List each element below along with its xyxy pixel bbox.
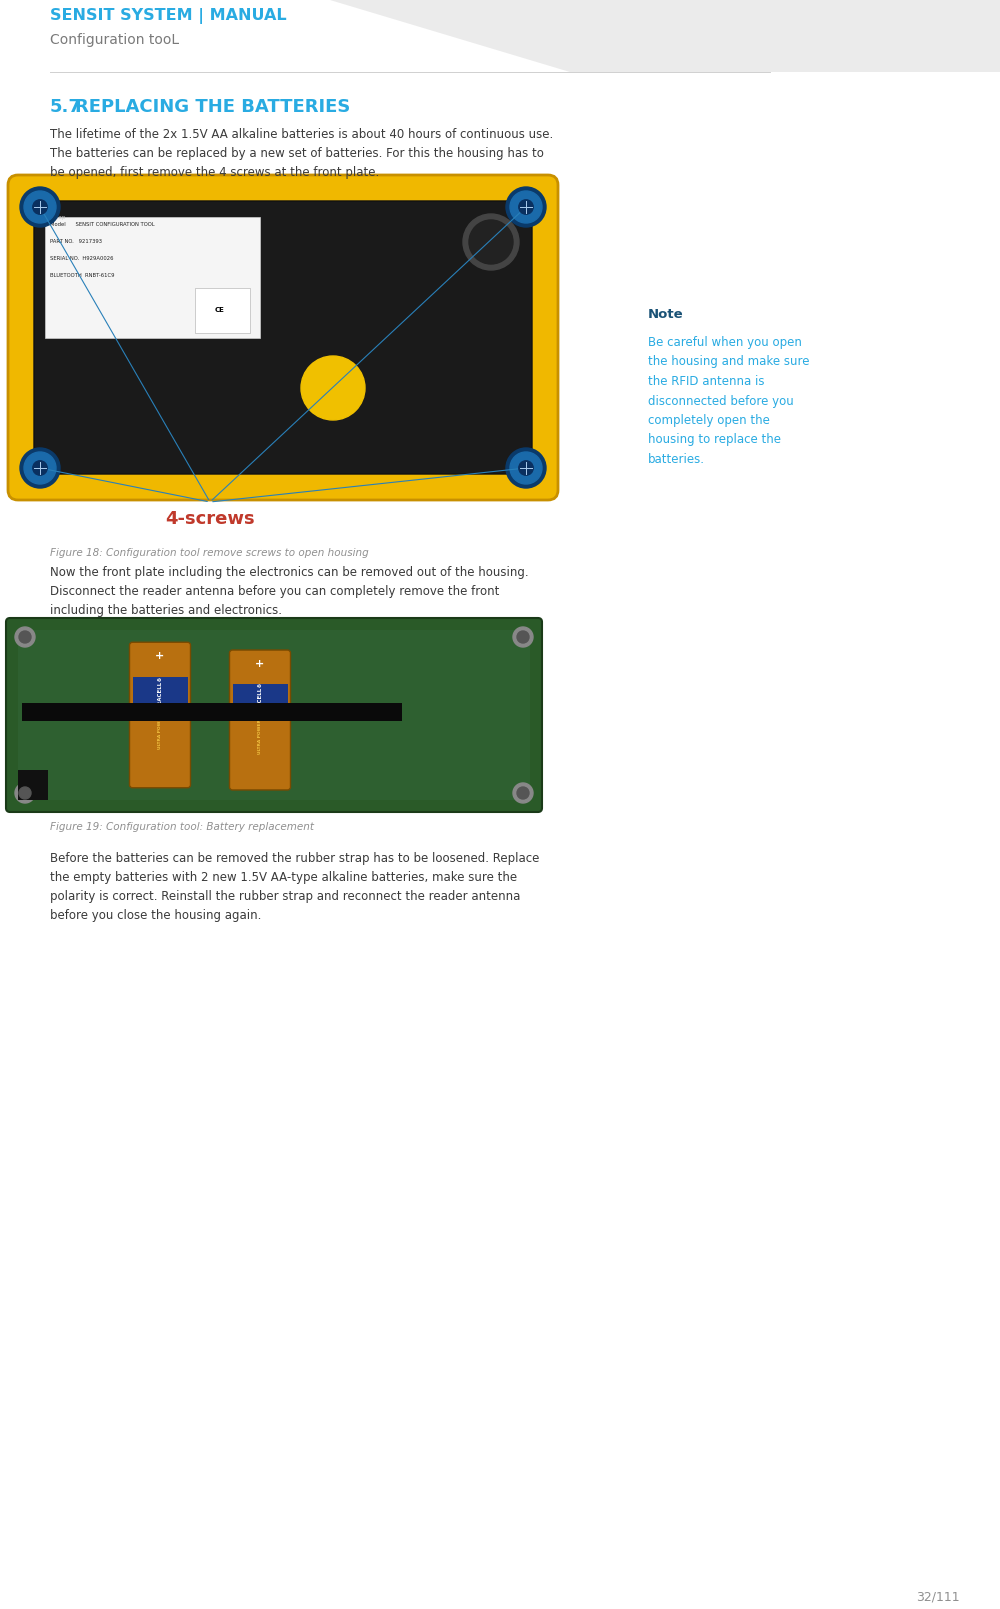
Circle shape [33,460,47,475]
Circle shape [517,631,529,644]
Circle shape [463,214,519,270]
Text: Figure 19: Configuration tool: Battery replacement: Figure 19: Configuration tool: Battery r… [50,822,314,832]
Circle shape [19,631,31,644]
Bar [195,288,250,333]
Text: PART NO.   9217393: PART NO. 9217393 [50,240,102,245]
Circle shape [519,460,533,475]
Text: Be careful when you open
the housing and make sure
the RFID antenna is
disconnec: Be careful when you open the housing and… [648,336,810,467]
Text: 4-screws: 4-screws [165,510,255,528]
Text: SERIAL NO.  H929A0026: SERIAL NO. H929A0026 [50,256,114,261]
Text: ULTRA POWER: ULTRA POWER [258,719,262,753]
Circle shape [519,200,533,214]
Text: DURACELL®: DURACELL® [258,681,262,719]
FancyBboxPatch shape [8,175,558,500]
FancyBboxPatch shape [34,201,532,475]
Circle shape [33,200,47,214]
Text: Before the batteries can be removed the rubber strap has to be loosened. Replace: Before the batteries can be removed the … [50,853,539,922]
Polygon shape [330,0,1000,72]
FancyBboxPatch shape [130,642,191,788]
Text: +: + [255,658,265,669]
Bar [18,631,530,800]
Circle shape [24,452,56,484]
Bar [133,677,188,708]
Text: 32/111: 32/111 [916,1590,960,1603]
Text: BLUETOOTH  RNBT-61C9: BLUETOOTH RNBT-61C9 [50,274,114,278]
Text: ULTRA POWER: ULTRA POWER [158,714,162,750]
Text: Configuration tooL: Configuration tooL [50,34,179,47]
Text: DURACELL®: DURACELL® [158,676,162,713]
Circle shape [510,191,542,224]
Bar [233,684,288,713]
Text: Now the front plate including the electronics can be removed out of the housing.: Now the front plate including the electr… [50,566,529,616]
Text: CE: CE [215,307,225,314]
Circle shape [301,356,365,420]
Text: Figure 18: Configuration tool remove screws to open housing: Figure 18: Configuration tool remove scr… [50,549,369,558]
Text: The lifetime of the 2x 1.5V AA alkaline batteries is about 40 hours of continuou: The lifetime of the 2x 1.5V AA alkaline … [50,129,553,179]
FancyBboxPatch shape [230,650,290,790]
Circle shape [24,191,56,224]
Text: nedap: nedap [48,216,65,220]
Circle shape [15,628,35,647]
Text: REPLACING THE BATTERIES: REPLACING THE BATTERIES [75,98,350,116]
Bar [22,703,402,721]
Circle shape [513,628,533,647]
Circle shape [15,784,35,803]
Bar [45,217,260,338]
Text: +: + [155,652,165,661]
Bar [18,771,48,800]
Text: Model      SENSIT CONFIGURATION TOOL: Model SENSIT CONFIGURATION TOOL [50,222,155,227]
Circle shape [506,447,546,488]
Circle shape [513,784,533,803]
Text: Note: Note [648,307,684,322]
FancyBboxPatch shape [6,618,542,813]
Circle shape [19,787,31,800]
Text: SENSIT SYSTEM | MANUAL: SENSIT SYSTEM | MANUAL [50,8,287,24]
Circle shape [20,187,60,227]
Text: 5.7: 5.7 [50,98,82,116]
Circle shape [20,447,60,488]
Circle shape [517,787,529,800]
Circle shape [510,452,542,484]
Circle shape [469,220,513,264]
Circle shape [506,187,546,227]
